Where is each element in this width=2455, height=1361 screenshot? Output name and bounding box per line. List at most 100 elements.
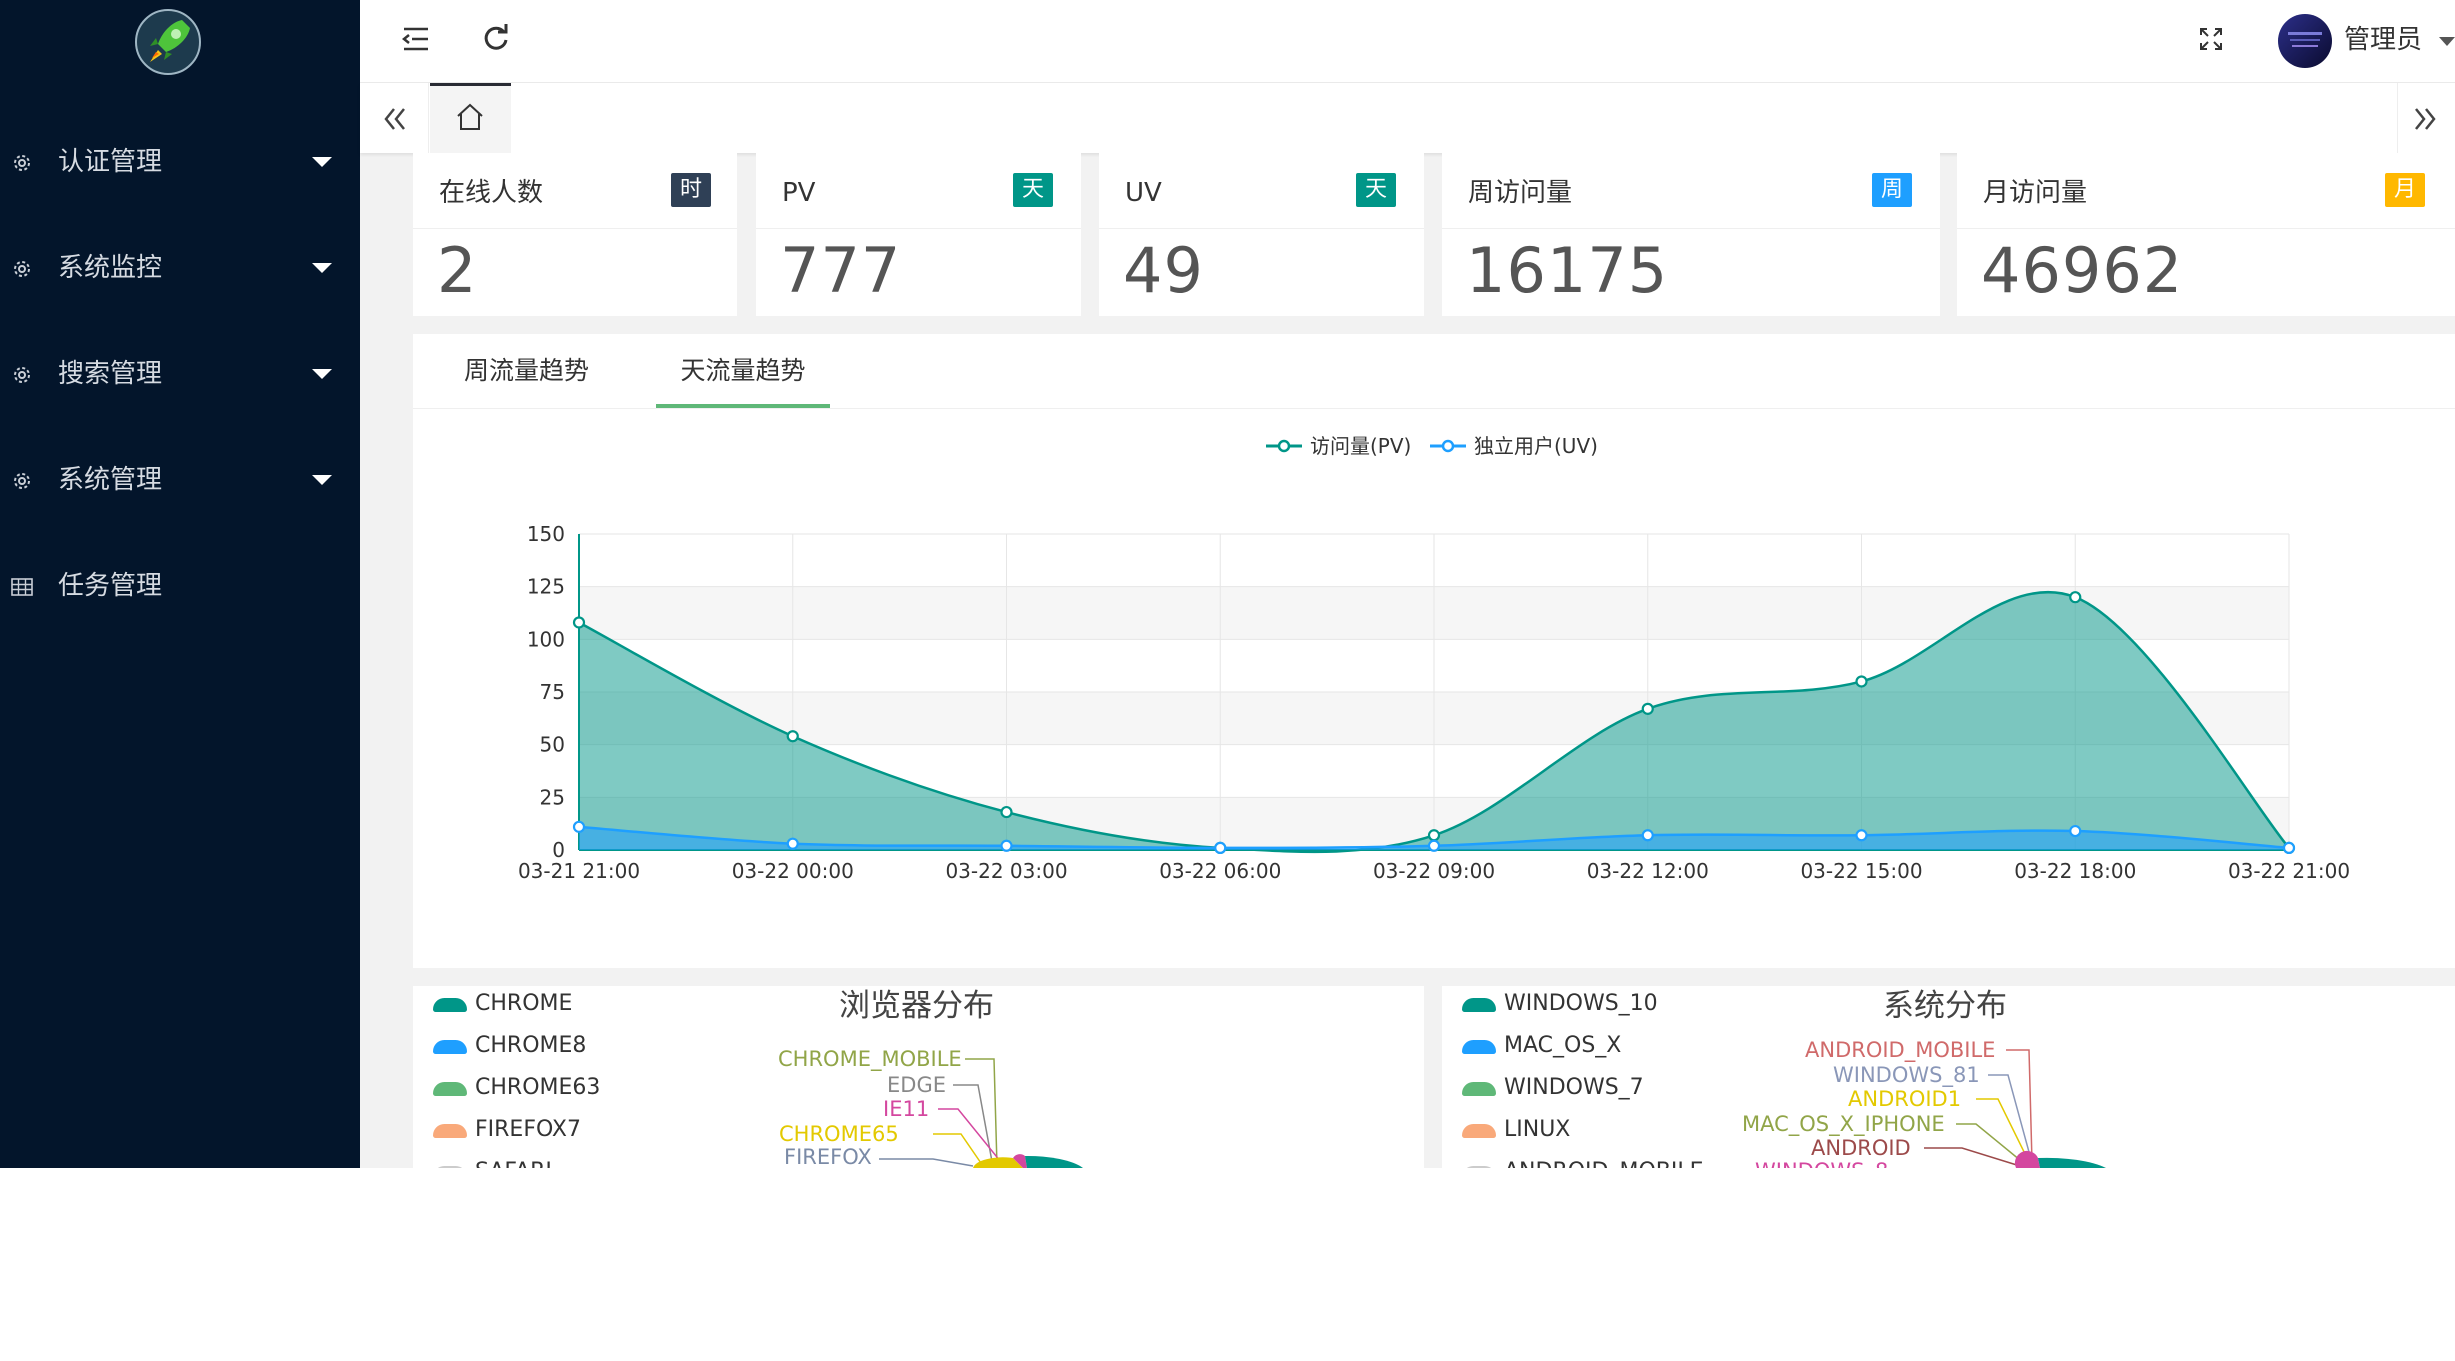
- legend-swatch: [433, 1124, 467, 1138]
- sidebar-item-label: 系统监控: [58, 253, 163, 283]
- data-point-pv: [786, 730, 799, 743]
- legend-item-uv[interactable]: 独立用户(UV): [1429, 431, 1609, 461]
- stat-title: 在线人数: [439, 178, 544, 208]
- data-point-pv: [1000, 805, 1013, 819]
- y-tick-label: 150: [527, 522, 565, 546]
- gear-icon: [14, 367, 30, 383]
- stat-badge: 天: [1356, 173, 1396, 207]
- series-area-pv: [579, 592, 2289, 852]
- legend-swatch: [433, 1166, 467, 1168]
- stat-card-online: 在线人数 时 2: [413, 153, 737, 316]
- stat-badge: 周: [1872, 173, 1912, 207]
- legend-swatch: [1462, 1166, 1496, 1168]
- stat-card-pv: PV 天 777: [756, 153, 1081, 316]
- pie-label: ANDROID_MOBILE: [1805, 1038, 1996, 1062]
- x-tick-label: 03-22 03:00: [945, 859, 1067, 883]
- legend-label: 访问量(PV): [1310, 434, 1412, 458]
- stat-card-monthly: 月访问量 月 46962: [1957, 153, 2455, 316]
- stat-value: 2: [437, 234, 478, 307]
- data-point-pv: [1427, 829, 1441, 842]
- tab-weekly-trend[interactable]: 周流量趋势: [463, 356, 589, 385]
- tab-daily-trend[interactable]: 天流量趋势: [656, 334, 830, 408]
- stat-title: 周访问量: [1468, 178, 1573, 208]
- top-header: 管理员: [360, 0, 2455, 83]
- user-menu[interactable]: 管理员: [2278, 12, 2455, 70]
- pie-label: CHROME_MOBILE: [778, 1047, 962, 1071]
- chart-title: 系统分布: [1883, 988, 2007, 1024]
- tabs-scroll-right-button[interactable]: [2397, 83, 2455, 153]
- refresh-icon[interactable]: [481, 23, 511, 53]
- os-pie-leaders: [1924, 1049, 2106, 1168]
- browser-distribution-panel: CHROME CHROME8 CHROME63 FIREFOX7 SAFARI …: [413, 986, 1424, 1168]
- user-name: 管理员: [2344, 25, 2423, 55]
- sidebar-item-auth[interactable]: 认证管理: [0, 122, 360, 202]
- pie-label: WINDOWS_81: [1833, 1063, 1980, 1087]
- sidebar-item-tasks[interactable]: 任务管理: [0, 546, 360, 626]
- sidebar-item-monitor[interactable]: 系统监控: [0, 228, 360, 308]
- divider: [413, 408, 2455, 409]
- collapse-menu-icon[interactable]: [400, 24, 432, 54]
- data-point-uv: [572, 820, 586, 833]
- legend-label: WINDOWS_7: [1504, 1075, 1644, 1100]
- sidebar-item-label: 搜索管理: [58, 359, 163, 389]
- legend-label: 独立用户(UV): [1474, 434, 1598, 458]
- legend-label: FIREFOX7: [475, 1117, 581, 1142]
- legend-swatch: [433, 1040, 467, 1054]
- legend-swatch: [1462, 998, 1496, 1012]
- tabs-scroll-left-button[interactable]: [360, 83, 429, 153]
- data-point-pv: [1641, 702, 1654, 715]
- sidebar-item-label: 认证管理: [58, 147, 163, 177]
- gear-icon: [14, 473, 30, 489]
- legend-item-pv[interactable]: 访问量(PV): [1265, 431, 1435, 461]
- x-tick-label: 03-22 06:00: [1159, 859, 1281, 883]
- x-tick-label: 03-22 18:00: [2014, 859, 2136, 883]
- double-chevron-left-icon: [384, 108, 405, 130]
- sidebar-item-search[interactable]: 搜索管理: [0, 334, 360, 414]
- pie-label: IE11: [883, 1097, 930, 1121]
- sidebar-item-label: 任务管理: [58, 571, 163, 601]
- traffic-chart-panel: 周流量趋势 天流量趋势 访问量(PV) 独立用户(UV) 0 25 50 75 100 1…: [413, 334, 2455, 968]
- data-point-uv: [2282, 841, 2296, 854]
- data-point-uv: [1427, 839, 1441, 852]
- divider: [1442, 228, 1940, 229]
- data-point-pv: [1855, 675, 1868, 688]
- x-tick-label: 03-22 21:00: [2228, 859, 2350, 883]
- x-tick-label: 03-22 15:00: [1800, 859, 1922, 883]
- data-point-uv: [1214, 841, 1227, 854]
- x-tick-label: 03-22 00:00: [732, 859, 854, 883]
- y-tick-label: 50: [540, 733, 565, 757]
- tab-home[interactable]: [430, 83, 511, 153]
- sidebar-item-system[interactable]: 系统管理: [0, 440, 360, 520]
- sidebar-item-label: 系统管理: [58, 465, 163, 495]
- stat-title: 月访问量: [1983, 178, 2088, 208]
- y-tick-label: 25: [540, 785, 565, 809]
- caret-down-icon: [312, 475, 332, 485]
- sidebar: 认证管理 系统监控 搜索管理 系统管理 任务管理: [0, 0, 360, 1168]
- grid-icon: [11, 578, 33, 596]
- x-tick-label: 03-21 21:00: [518, 859, 640, 883]
- legend-swatch: [1462, 1124, 1496, 1138]
- stat-title: PV: [782, 178, 816, 208]
- chart-title: 浏览器分布: [839, 988, 994, 1024]
- data-point-pv: [2069, 591, 2082, 604]
- legend-swatch: [433, 1082, 467, 1096]
- y-tick-label: 100: [527, 627, 565, 651]
- caret-down-icon: [312, 263, 332, 273]
- fullscreen-icon[interactable]: [2198, 26, 2224, 52]
- y-tick-label: 0: [552, 838, 565, 862]
- divider: [413, 228, 737, 229]
- x-tick-label: 03-22 12:00: [1587, 859, 1709, 883]
- divider: [1099, 228, 1424, 229]
- pie-label: MAC_OS_X_IPHONE: [1742, 1112, 1945, 1136]
- legend-swatch: [1462, 1082, 1496, 1096]
- caret-down-icon: [2439, 37, 2455, 46]
- page-tab-bar: [360, 83, 2455, 153]
- series-line-pv: [578, 590, 2290, 854]
- data-point-uv: [2069, 824, 2082, 838]
- double-chevron-right-icon: [2415, 108, 2436, 130]
- stat-badge: 时: [671, 173, 711, 207]
- rocket-logo-icon[interactable]: [132, 6, 204, 78]
- os-distribution-panel: WINDOWS_10 MAC_OS_X WINDOWS_7 LINUX ANDR…: [1442, 986, 2455, 1168]
- stat-value: 49: [1123, 234, 1204, 307]
- legend-label: MAC_OS_X: [1504, 1033, 1622, 1058]
